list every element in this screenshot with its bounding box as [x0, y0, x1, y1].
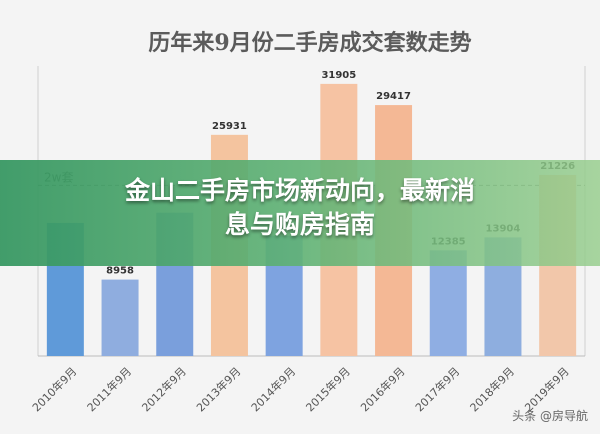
x-tick-label-4: 2014年9月 [248, 364, 298, 414]
value-label-1: 8958 [106, 266, 134, 277]
headline-line-1: 金山二手房市场新动向，最新消 [124, 176, 475, 205]
value-label-3: 25931 [212, 121, 247, 132]
headline-line-2: 息与购房指南 [224, 210, 375, 239]
watermark: 头条 @房导航 [512, 409, 588, 423]
x-tick-label-6: 2016年9月 [357, 364, 407, 414]
x-tick-label-1: 2011年9月 [84, 364, 134, 414]
x-tick-label-7: 2017年9月 [412, 364, 462, 414]
headline-text: 金山二手房市场新动向，最新消 息与购房指南 [0, 174, 600, 242]
bar-7 [429, 250, 467, 356]
x-tick-label-2: 2012年9月 [139, 364, 189, 414]
bar-1 [101, 279, 139, 356]
x-tick-label-8: 2018年9月 [467, 364, 517, 414]
x-tick-label-0: 2010年9月 [29, 364, 79, 414]
x-tick-label-3: 2013年9月 [193, 364, 243, 414]
x-tick-label-5: 2015年9月 [303, 364, 353, 414]
chart-title: 历年来9月份二手房成交套数走势 [148, 30, 471, 56]
value-label-5: 31905 [321, 70, 356, 81]
x-tick-labels-group: 2010年9月 2011年9月 2012年9月 2013年9月 2014年9月 2015年… [29, 364, 572, 414]
headline-banner [0, 160, 600, 266]
value-label-6: 29417 [376, 91, 411, 102]
